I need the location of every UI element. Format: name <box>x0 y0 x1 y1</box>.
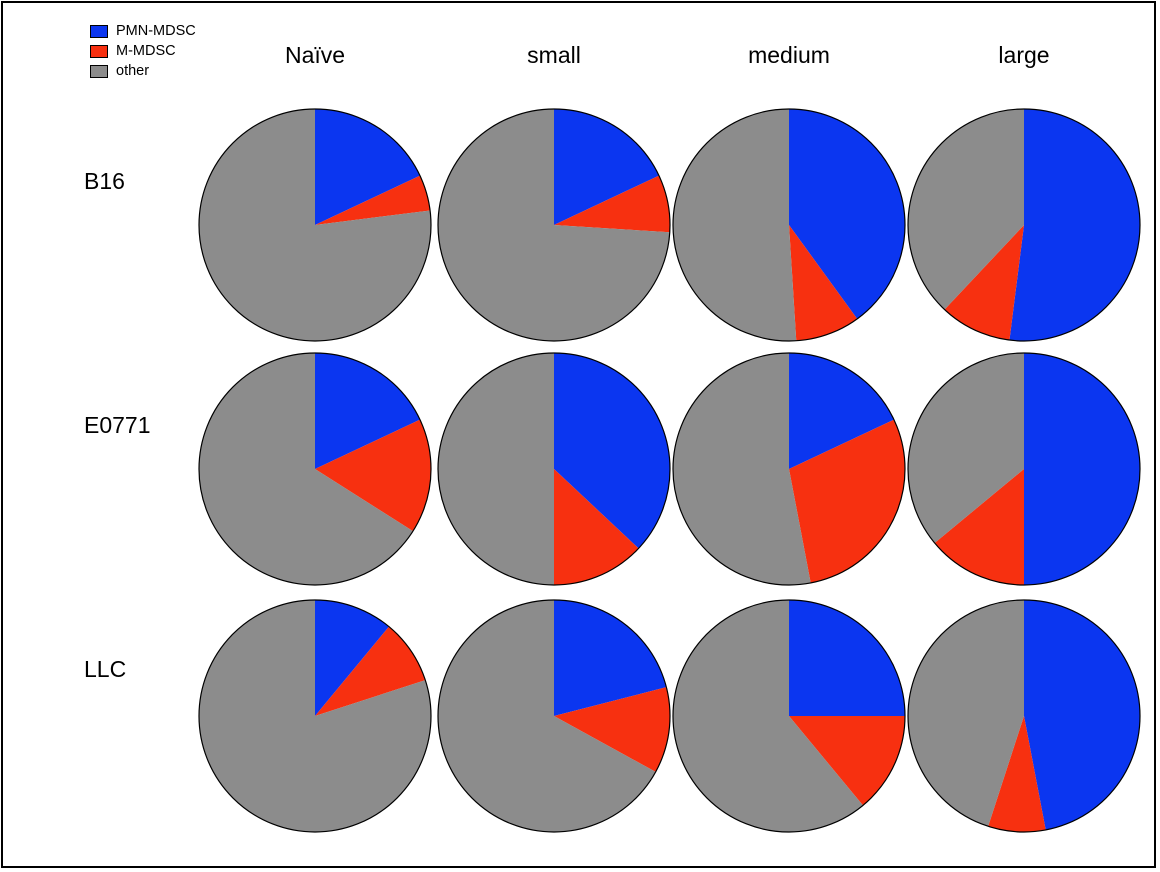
pie-e0771-large <box>907 352 1141 586</box>
pie-b16-small <box>437 108 671 342</box>
slice-pmn-mdsc <box>1024 600 1141 830</box>
pie-outline <box>672 352 906 586</box>
legend-swatch-other <box>90 65 108 78</box>
slice-other <box>437 600 656 832</box>
slice-other <box>199 109 432 341</box>
slice-pmn-mdsc <box>1009 109 1140 341</box>
slice-other <box>908 352 1024 543</box>
pie-b16-na-ve <box>198 108 432 342</box>
pie-e0771-medium <box>672 352 906 586</box>
pie-llc-small <box>437 599 671 833</box>
column-label-naive: Naïve <box>284 42 346 68</box>
pie-outline <box>198 599 432 833</box>
slice-other <box>673 353 811 586</box>
slice-pmn-mdsc <box>789 108 906 319</box>
slice-other <box>199 352 413 585</box>
legend-label-other: other <box>116 63 150 79</box>
pie-outline <box>672 599 906 833</box>
legend-swatch-pmn-mdsc <box>90 25 108 38</box>
legend-swatch-m-mdsc <box>90 45 108 58</box>
slice-m-mdsc <box>789 419 906 583</box>
slice-other <box>672 109 797 341</box>
slice-m-mdsc <box>988 716 1046 833</box>
slice-other <box>907 109 1024 310</box>
pie-llc-na-ve <box>198 599 432 833</box>
slice-m-mdsc <box>789 716 905 806</box>
pie-e0771-na-ve <box>198 352 432 586</box>
slice-m-mdsc <box>554 687 671 772</box>
legend-label-pmn-mdsc: PMN-MDSC <box>116 23 196 39</box>
row-label-e0771: E0771 <box>84 412 151 438</box>
slice-other <box>438 353 554 585</box>
slice-other <box>198 600 431 832</box>
slice-other <box>672 600 863 832</box>
pie-outline <box>437 599 671 833</box>
column-label-large: large <box>998 42 1050 68</box>
row-label-b16: B16 <box>84 168 125 194</box>
slice-m-mdsc <box>315 419 432 532</box>
slice-pmn-mdsc <box>315 600 389 716</box>
pie-outline <box>437 108 671 342</box>
slice-m-mdsc <box>315 626 426 716</box>
slice-other <box>437 109 670 341</box>
slice-other <box>908 600 1024 827</box>
row-label-llc: LLC <box>84 656 127 682</box>
slice-m-mdsc <box>789 225 858 341</box>
pie-llc-medium <box>672 599 906 833</box>
pie-outline <box>198 108 432 342</box>
pie-outline <box>437 352 671 586</box>
slice-pmn-mdsc <box>554 600 667 716</box>
pie-e0771-small <box>437 352 671 586</box>
slice-pmn-mdsc <box>554 353 671 549</box>
pie-outline <box>907 599 1141 833</box>
slice-pmn-mdsc <box>315 353 420 469</box>
column-label-medium: medium <box>748 42 830 68</box>
slice-m-mdsc <box>934 469 1024 585</box>
slice-m-mdsc <box>944 225 1024 341</box>
slice-pmn-mdsc <box>789 600 905 716</box>
column-label-small: small <box>527 42 581 68</box>
pie-outline <box>672 108 906 342</box>
slice-pmn-mdsc <box>1024 353 1140 585</box>
slice-pmn-mdsc <box>315 109 420 225</box>
pie-llc-large <box>907 599 1141 833</box>
slice-pmn-mdsc <box>554 109 659 225</box>
slice-pmn-mdsc <box>789 353 894 469</box>
slice-m-mdsc <box>315 175 431 225</box>
pie-outline <box>907 352 1141 586</box>
pie-b16-large <box>907 108 1141 342</box>
pie-outline <box>198 352 432 586</box>
legend-label-m-mdsc: M-MDSC <box>116 43 176 59</box>
pie-outline <box>907 108 1141 342</box>
pie-b16-medium <box>672 108 906 342</box>
slice-m-mdsc <box>554 175 670 233</box>
slice-m-mdsc <box>554 469 639 585</box>
